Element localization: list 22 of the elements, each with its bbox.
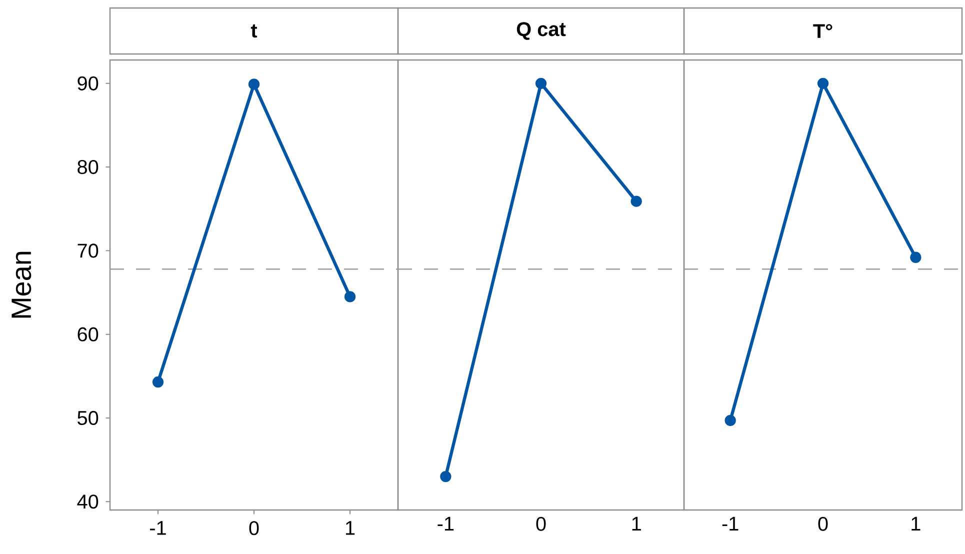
point: [152, 376, 164, 388]
x-tick-label: 1: [632, 516, 641, 531]
x-tick-label: 1: [346, 521, 355, 535]
chart-title: Q cat: [516, 22, 566, 40]
y-tick-label: 90: [78, 76, 98, 90]
x-tick-label: 1: [912, 516, 920, 531]
y-tick-label: 80: [78, 160, 98, 174]
y-tick-label: 40: [77, 494, 98, 509]
x-tick-label: -1: [438, 516, 454, 531]
chart-title: t: [250, 24, 258, 38]
x-tick-label: 0: [818, 516, 828, 531]
y-tick-label: 70: [78, 244, 98, 258]
x-tick-label: -1: [150, 521, 166, 535]
chart-title: T°: [813, 24, 832, 38]
y-tick-label: 60: [78, 327, 98, 342]
x-tick-label: -1: [722, 516, 738, 531]
point: [248, 78, 260, 90]
x-tick-label: 0: [536, 516, 546, 531]
point: [344, 291, 356, 302]
y-tick-label: 50: [78, 410, 98, 426]
x-tick-label: 0: [249, 521, 259, 536]
y-axis-title: Mean: [12, 252, 32, 318]
